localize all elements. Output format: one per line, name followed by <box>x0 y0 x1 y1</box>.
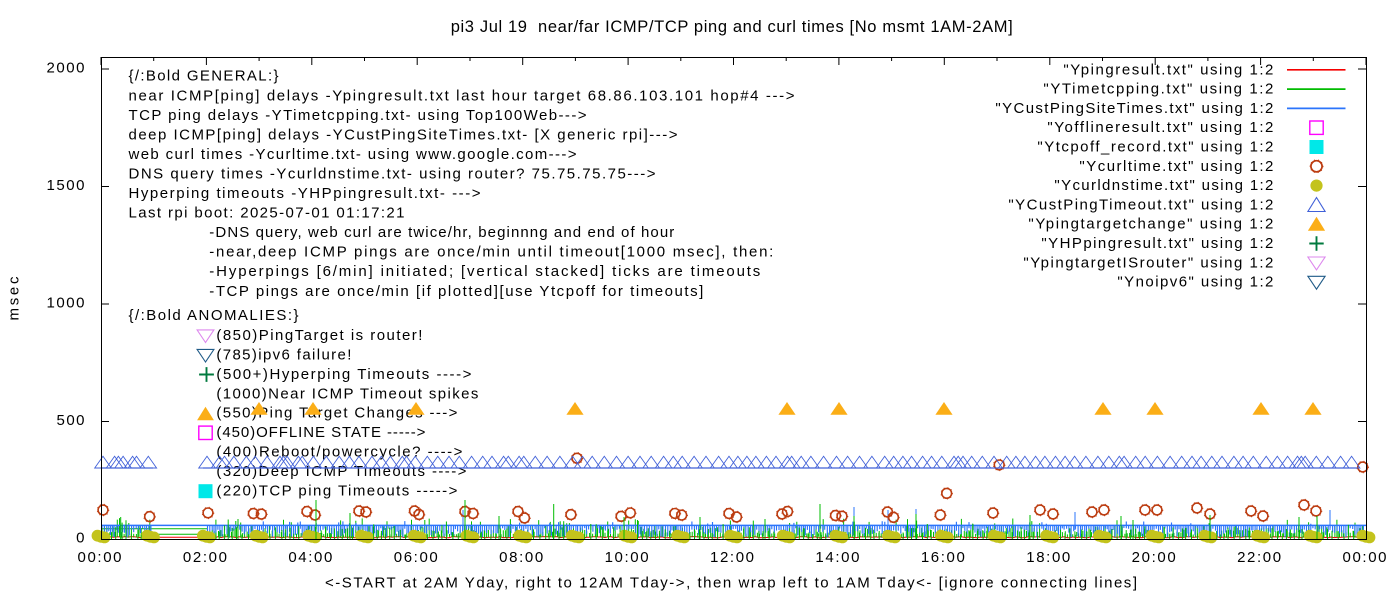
svg-text:{/:Bold ANOMALIES:}: {/:Bold ANOMALIES:} <box>129 307 299 324</box>
svg-text:"Ypingresult.txt" using 1:2: "Ypingresult.txt" using 1:2 <box>1063 61 1273 78</box>
svg-text:(220)TCP ping Timeouts ----->: (220)TCP ping Timeouts -----> <box>216 483 457 500</box>
svg-text:msec: msec <box>6 276 23 321</box>
svg-text:"Ycurltime.txt" using 1:2: "Ycurltime.txt" using 1:2 <box>1079 158 1273 175</box>
svg-text:"Ycurldnstime.txt" using 1:2: "Ycurldnstime.txt" using 1:2 <box>1054 177 1273 194</box>
svg-text:pi3 Jul 19 near/far ICMP/TCP: pi3 Jul 19 near/far ICMP/TCP ping and cu… <box>451 18 1013 36</box>
svg-text:10:00: 10:00 <box>605 549 649 566</box>
svg-text:08:00: 08:00 <box>499 549 543 566</box>
svg-text:TCP ping delays -YTimetcpping.: TCP ping delays -YTimetcpping.txt- using… <box>129 107 587 124</box>
svg-text:14:00: 14:00 <box>815 549 859 566</box>
svg-text:(320)Deep ICMP Timeouts ---->: (320)Deep ICMP Timeouts ----> <box>216 463 466 480</box>
svg-text:"YCustPingTimeout.txt" using 1: "YCustPingTimeout.txt" using 1:2 <box>1008 196 1273 213</box>
svg-text:(550)Ping Target Changes --->: (550)Ping Target Changes ---> <box>216 405 457 422</box>
svg-text:02:00: 02:00 <box>183 549 227 566</box>
svg-text:-TCP pings are once/min [if pl: -TCP pings are once/min [if plotted][use… <box>209 283 703 300</box>
svg-text:(785)ipv6 failure!: (785)ipv6 failure! <box>216 346 351 363</box>
svg-text:(850)PingTarget is router!: (850)PingTarget is router! <box>216 327 422 344</box>
svg-text:(450)OFFLINE STATE ----->: (450)OFFLINE STATE -----> <box>216 424 425 441</box>
svg-text:0: 0 <box>76 530 84 547</box>
svg-text:1000: 1000 <box>47 295 85 312</box>
svg-text:web curl times -Ycurltime.txt-: web curl times -Ycurltime.txt- using www… <box>128 146 577 163</box>
svg-text:near ICMP[ping] delays -Ypingr: near ICMP[ping] delays -Ypingresult.txt … <box>129 87 795 104</box>
svg-text:-near,deep ICMP pings are once: -near,deep ICMP pings are once/min until… <box>209 244 773 261</box>
svg-text:DNS query times -Ycurldnstime.: DNS query times -Ycurldnstime.txt- using… <box>129 165 656 182</box>
svg-text:"YHPpingresult.txt" using 1:2: "YHPpingresult.txt" using 1:2 <box>1041 235 1273 252</box>
svg-text:"Yofflineresult.txt" using 1:2: "Yofflineresult.txt" using 1:2 <box>1047 119 1273 136</box>
svg-text:(1000)Near ICMP Timeout spikes: (1000)Near ICMP Timeout spikes <box>216 385 478 402</box>
svg-text:"YCustPingSiteTimes.txt" using: "YCustPingSiteTimes.txt" using 1:2 <box>995 100 1273 117</box>
svg-text:22:00: 22:00 <box>1237 549 1281 566</box>
svg-text:-DNS query, web curl are twice: -DNS query, web curl are twice/hr, begin… <box>209 224 674 241</box>
svg-text:20:00: 20:00 <box>1132 549 1176 566</box>
svg-text:<-START at 2AM Yday, right to: <-START at 2AM Yday, right to 12AM Tday-… <box>325 575 1137 592</box>
svg-text:"Ypingtargetchange" using 1:2: "Ypingtargetchange" using 1:2 <box>1028 216 1273 233</box>
svg-text:00:00: 00:00 <box>1343 549 1387 566</box>
svg-text:Hyperping timeouts -YHPpingres: Hyperping timeouts -YHPpingresult.txt- -… <box>129 185 481 202</box>
svg-text:500: 500 <box>57 412 85 429</box>
svg-text:(500+)Hyperping Timeouts ---->: (500+)Hyperping Timeouts ----> <box>216 366 471 383</box>
svg-text:"Ytcpoff_record.txt" using 1:2: "Ytcpoff_record.txt" using 1:2 <box>1037 139 1273 156</box>
svg-text:1500: 1500 <box>47 177 85 194</box>
svg-text:deep ICMP[ping] delays -YCustP: deep ICMP[ping] delays -YCustPingSiteTim… <box>129 126 678 143</box>
svg-text:"YpingtargetISrouter" using 1:: "YpingtargetISrouter" using 1:2 <box>1023 254 1273 271</box>
svg-text:04:00: 04:00 <box>288 549 332 566</box>
svg-text:06:00: 06:00 <box>394 549 438 566</box>
svg-text:"YTimetcpping.txt" using 1:2: "YTimetcpping.txt" using 1:2 <box>1043 81 1273 98</box>
svg-text:{/:Bold GENERAL:}: {/:Bold GENERAL:} <box>129 68 279 85</box>
svg-text:18:00: 18:00 <box>1026 549 1070 566</box>
svg-text:00:00: 00:00 <box>78 549 122 566</box>
svg-text:2000: 2000 <box>47 60 85 77</box>
svg-text:12:00: 12:00 <box>710 549 754 566</box>
svg-text:"Ynoipv6" using 1:2: "Ynoipv6" using 1:2 <box>1117 274 1273 291</box>
svg-text:16:00: 16:00 <box>921 549 965 566</box>
svg-text:Last rpi boot: 2025-07-01 01:1: Last rpi boot: 2025-07-01 01:17:21 <box>129 205 405 222</box>
